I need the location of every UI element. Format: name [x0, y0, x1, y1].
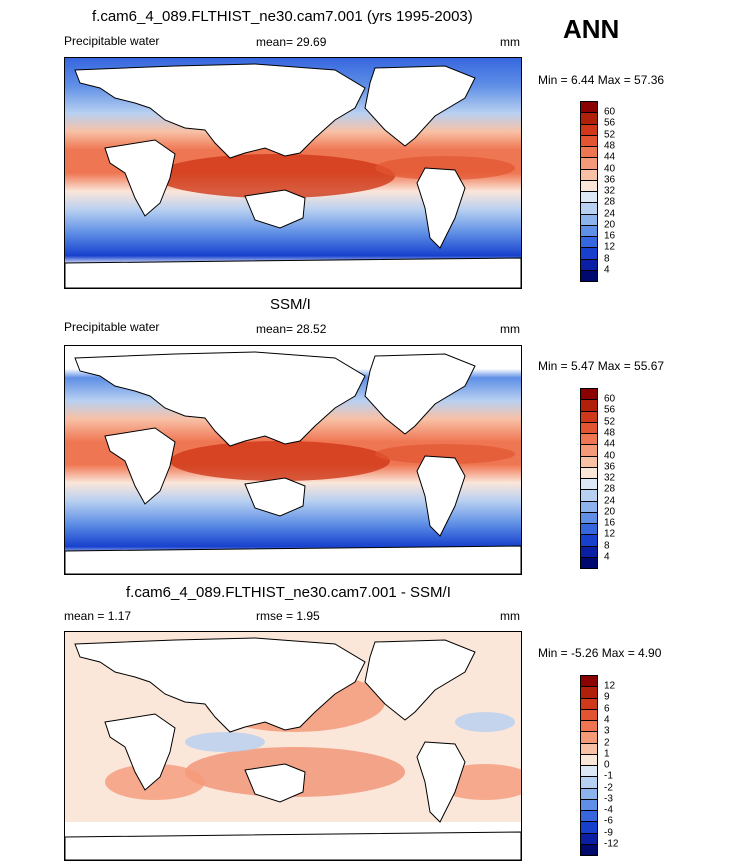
panel-title-diff: f.cam6_4_089.FLTHIST_ne30.cam7.001 - SSM…: [126, 584, 451, 601]
colorbar-obs-label: 24: [604, 495, 616, 507]
map-diff-canvas: [65, 632, 521, 860]
panel-title-obs: SSM/I: [270, 296, 311, 313]
colorbar-model: 60 56 52 48 44 40 36 32 28 24 20 16 12 8…: [580, 101, 640, 282]
colorbar-diff-label: 6: [604, 703, 610, 715]
colorbar-obs-label: 12: [604, 528, 616, 540]
panel-mean-diff: mean = 1.17: [64, 609, 132, 623]
colorbar-model-label: 28: [604, 196, 616, 208]
colorbar-obs-label: 4: [604, 551, 610, 563]
colorbar-diff-cell: [580, 843, 598, 856]
colorbar-model-label: 40: [604, 163, 616, 175]
colorbar-diff-label: -3: [604, 793, 613, 805]
colorbar-diff-label: -9: [604, 827, 613, 839]
colorbar-obs-label: 56: [604, 404, 616, 416]
colorbar-diff-label: 0: [604, 759, 610, 771]
colorbar-diff-label: 4: [604, 714, 610, 726]
season-label: ANN: [563, 14, 620, 44]
colorbar-model-label: 36: [604, 174, 616, 186]
map-obs: [64, 345, 522, 575]
panel-units-model: mm: [500, 35, 520, 49]
colorbar-model-label: 20: [604, 219, 616, 231]
colorbar-model-label: 16: [604, 230, 616, 242]
panel-units-obs: mm: [500, 322, 520, 336]
colorbar-obs-label: 44: [604, 438, 616, 450]
panel-minmax-model: Min = 6.44 Max = 57.36: [538, 73, 665, 87]
colorbar-obs-label: 60: [604, 393, 616, 405]
panel-units-diff: mm: [500, 609, 520, 623]
colorbar-diff-label: 12: [604, 680, 616, 692]
colorbar-model-label: 48: [604, 140, 616, 152]
colorbar-obs-label: 28: [604, 483, 616, 495]
colorbar-obs-label: 40: [604, 450, 616, 462]
colorbar-diff-label: 3: [604, 725, 610, 737]
colorbar-obs-cell: [580, 556, 598, 569]
colorbar-diff-label: -12: [604, 838, 619, 850]
colorbar-model-label: 60: [604, 106, 616, 118]
panel-rmse-diff: rmse = 1.95: [256, 609, 320, 623]
colorbar-obs-label: 36: [604, 461, 616, 473]
map-obs-canvas: [65, 346, 521, 574]
colorbar-diff-label: -4: [604, 804, 613, 816]
panel-mean-model: mean= 29.69: [256, 35, 327, 49]
panel-minmax-diff: Min = -5.26 Max = 4.90: [538, 646, 662, 660]
colorbar-obs-label: 32: [604, 472, 616, 484]
colorbar-model-label: 44: [604, 151, 616, 163]
colorbar-model-label: 12: [604, 241, 616, 253]
colorbar-obs-label: 16: [604, 517, 616, 529]
colorbar-obs-label: 52: [604, 416, 616, 428]
colorbar-model-label: 24: [604, 208, 616, 220]
colorbar-diff-label: -1: [604, 770, 613, 782]
colorbar-diff-label: -2: [604, 782, 613, 794]
panel-variable-model: Precipitable water: [64, 34, 160, 48]
map-diff: [64, 631, 522, 861]
colorbar-diff-label: 1: [604, 748, 610, 760]
map-model-canvas: [65, 58, 521, 288]
colorbar-obs-label: 8: [604, 540, 610, 552]
colorbar-model-label: 4: [604, 264, 610, 276]
colorbar-model-cell: [580, 269, 598, 282]
map-model: [64, 57, 522, 289]
colorbar-diff: 12 9 6 4 3 2 1 0 -1 -2 -3 -4 -6 -9 -12: [580, 675, 640, 856]
panel-variable-obs: Precipitable water: [64, 320, 160, 334]
colorbar-obs-label: 48: [604, 427, 616, 439]
colorbar-diff-label: -6: [604, 815, 613, 827]
panel-mean-obs: mean= 28.52: [256, 322, 327, 336]
colorbar-diff-label: 2: [604, 737, 610, 749]
panel-title-model: f.cam6_4_089.FLTHIST_ne30.cam7.001 (yrs …: [92, 8, 473, 25]
colorbar-model-label: 32: [604, 185, 616, 197]
colorbar-obs-label: 20: [604, 506, 616, 518]
colorbar-diff-label: 9: [604, 691, 610, 703]
colorbar-obs: 60 56 52 48 44 40 36 32 28 24 20 16 12 8…: [580, 388, 640, 569]
panel-minmax-obs: Min = 5.47 Max = 55.67: [538, 359, 665, 373]
colorbar-model-label: 56: [604, 117, 616, 129]
colorbar-model-label: 52: [604, 129, 616, 141]
colorbar-model-label: 8: [604, 253, 610, 265]
